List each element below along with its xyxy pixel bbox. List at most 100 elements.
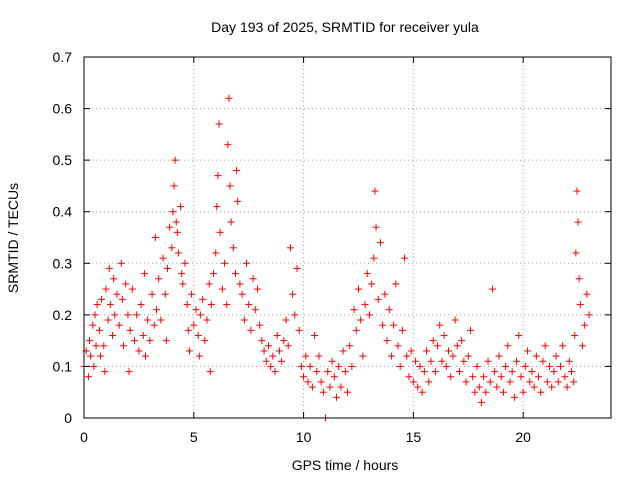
data-point xyxy=(576,301,584,309)
data-point xyxy=(251,306,259,314)
data-point xyxy=(278,357,286,365)
data-point xyxy=(574,218,582,226)
x-axis-label: GPS time / hours xyxy=(292,457,399,473)
x-tick-labels: 0 5 10 15 20 xyxy=(80,429,531,445)
data-point xyxy=(370,254,378,262)
data-point xyxy=(499,388,507,396)
data-point xyxy=(194,331,202,339)
y-axis-label: SRMTID / TECUs xyxy=(5,183,21,293)
data-point xyxy=(87,352,95,360)
data-point xyxy=(554,378,562,386)
data-point xyxy=(561,373,569,381)
data-point xyxy=(161,290,169,298)
data-point xyxy=(295,326,303,334)
data-point xyxy=(486,378,494,386)
data-point xyxy=(84,373,92,381)
data-point xyxy=(306,362,314,370)
data-point xyxy=(174,249,182,257)
x-tick-label: 15 xyxy=(406,429,422,445)
data-point xyxy=(284,342,292,350)
data-point xyxy=(521,362,529,370)
data-point xyxy=(326,383,334,391)
data-point xyxy=(381,290,389,298)
data-point xyxy=(271,368,279,376)
data-point xyxy=(508,368,516,376)
data-point xyxy=(192,306,200,314)
data-point xyxy=(89,321,97,329)
data-point xyxy=(227,218,235,226)
data-point xyxy=(513,357,521,365)
data-point xyxy=(315,352,323,360)
data-point xyxy=(449,352,457,360)
data-point xyxy=(178,270,186,278)
data-point xyxy=(146,337,154,345)
data-point xyxy=(297,362,305,370)
data-point xyxy=(429,337,437,345)
data-point xyxy=(128,285,136,293)
data-point xyxy=(573,187,581,195)
data-point xyxy=(105,264,113,272)
y-tick-label: 0.4 xyxy=(53,204,73,220)
data-point xyxy=(359,352,367,360)
data-point xyxy=(131,337,139,345)
data-point xyxy=(328,357,336,365)
data-point xyxy=(102,285,110,293)
data-point xyxy=(578,342,586,350)
data-point xyxy=(267,362,275,370)
data-point xyxy=(330,373,338,381)
data-point xyxy=(475,383,483,391)
data-point xyxy=(335,362,343,370)
data-point xyxy=(510,393,518,401)
data-point xyxy=(172,218,180,226)
data-point xyxy=(348,362,356,370)
data-point xyxy=(420,368,428,376)
data-point xyxy=(528,368,536,376)
data-point xyxy=(181,259,189,267)
data-point xyxy=(282,316,290,324)
data-point xyxy=(166,223,174,231)
data-point xyxy=(199,295,207,303)
data-point xyxy=(350,306,358,314)
data-point xyxy=(396,362,404,370)
data-point xyxy=(113,290,121,298)
data-point xyxy=(308,383,316,391)
data-point xyxy=(341,368,349,376)
data-point xyxy=(242,259,250,267)
data-point xyxy=(205,280,213,288)
data-point xyxy=(575,275,583,283)
data-point xyxy=(190,321,198,329)
data-point xyxy=(179,280,187,288)
data-point xyxy=(480,373,488,381)
data-point xyxy=(447,373,455,381)
data-point xyxy=(150,321,158,329)
data-point xyxy=(151,234,159,241)
data-point xyxy=(95,326,103,334)
data-point xyxy=(543,378,551,386)
data-point xyxy=(140,270,148,278)
data-point xyxy=(249,275,257,283)
data-point xyxy=(418,388,426,396)
data-point xyxy=(169,208,177,216)
data-point xyxy=(535,373,543,381)
data-point xyxy=(385,306,393,314)
data-point xyxy=(519,388,527,396)
data-point xyxy=(247,326,255,334)
data-point xyxy=(206,368,214,376)
data-point xyxy=(104,316,112,324)
data-point xyxy=(101,368,109,376)
data-point xyxy=(234,197,242,205)
data-point xyxy=(442,362,450,370)
data-point xyxy=(438,357,446,365)
data-point xyxy=(260,347,268,355)
data-point xyxy=(93,301,101,309)
y-tick-labels: 0 0.1 0.2 0.3 0.4 0.5 0.6 0.7 xyxy=(53,49,73,426)
data-point xyxy=(183,301,191,309)
data-point xyxy=(550,368,558,376)
data-point xyxy=(96,352,104,360)
data-point xyxy=(168,244,176,252)
data-point xyxy=(363,270,371,278)
data-point xyxy=(159,254,167,262)
data-point xyxy=(213,203,221,211)
data-point xyxy=(173,228,181,236)
data-point xyxy=(273,331,281,339)
